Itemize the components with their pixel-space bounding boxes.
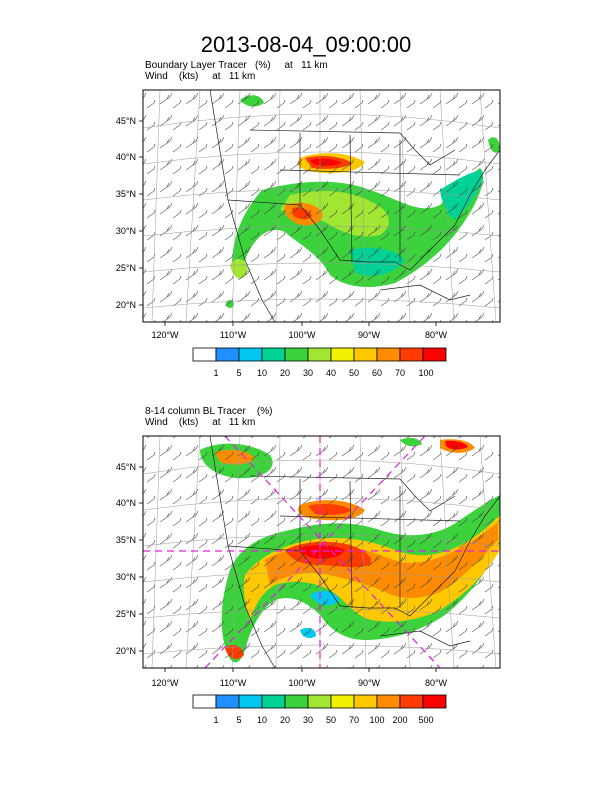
colorbar-2 [192,694,447,709]
panel-1-title-line2: Wind (kts) at 11 km [145,71,256,82]
lat-label: 40°N [116,152,136,162]
map-panel-1: 45°N 40°N 35°N 30°N 25°N 20°N 120°W 110°… [116,89,501,340]
lon-label: 80°W [425,678,448,688]
colorbar-swatch [284,347,309,362]
graticule-2 [143,436,500,668]
panel-1-title: Boundary Layer Tracer (%) at 11 km Wind … [145,60,328,82]
colorbar-swatch [422,347,447,362]
colorbar-swatch [215,347,240,362]
colorbar-swatch [376,694,401,709]
lon-label: 120°W [151,330,179,340]
colorbar-label: 10 [257,715,267,725]
lat-label: 35°N [116,535,136,545]
colorbar-swatch [330,347,355,362]
lat-label: 25°N [116,263,136,273]
lon-label: 120°W [151,678,179,688]
colorbar-swatch [261,694,286,709]
panel-2-title: 8-14 column BL Tracer (%) Wind (kts) at … [145,406,272,428]
colorbar-label: 5 [236,368,241,378]
colorbar-swatch [307,347,332,362]
colorbar-label: 20 [280,368,290,378]
colorbar-swatch [192,694,217,709]
colorbar-label: 5 [236,715,241,725]
lat-label: 30°N [116,226,136,236]
lon-label: 100°W [288,330,316,340]
colorbar-label: 70 [349,715,359,725]
coastlines-2 [209,436,500,668]
panel-2-title-line2: Wind (kts) at 11 km [145,417,256,428]
colorbar-label: 200 [392,715,407,725]
graticule-1 [143,90,500,322]
colorbar-label: 70 [395,368,405,378]
colorbar-label: 40 [326,368,336,378]
colorbar-label: 30 [303,368,313,378]
wind-barbs-2 [143,436,500,668]
colorbar-label: 50 [326,715,336,725]
colorbar-swatch [238,347,263,362]
colorbar-swatch [399,694,424,709]
colorbar-label: 500 [418,715,433,725]
main-title: 2013-08-04_09:00:00 [200,32,412,57]
colorbar-label: 20 [280,715,290,725]
lon-label: 90°W [358,678,381,688]
colorbar-label: 30 [303,715,313,725]
colorbar-label: 60 [372,368,382,378]
lat-label: 30°N [116,572,136,582]
lon-label: 80°W [425,330,448,340]
map-panel-2: 45°N 40°N 35°N 30°N 25°N 20°N 120°W 110°… [116,435,501,688]
lat-label: 20°N [116,300,136,310]
cross-section-lines [143,436,500,668]
map-1-frame [142,89,501,323]
colorbar-swatch [353,694,378,709]
colorbar-swatch [284,694,309,709]
colorbar-label: 100 [418,368,433,378]
colorbar-1 [192,347,447,362]
lat-label: 45°N [116,462,136,472]
colorbar-label: 50 [349,368,359,378]
wind-barbs-1 [143,90,500,322]
colorbar-label: 10 [257,368,267,378]
colorbar-label: 1 [213,715,218,725]
lon-label: 110°W [220,678,247,688]
colorbar-swatch [192,347,217,362]
colorbar-label: 100 [369,715,384,725]
lon-label: 90°W [358,330,381,340]
lat-label: 35°N [116,189,136,199]
colorbar-swatch [261,347,286,362]
panel-2-title-line1: 8-14 column BL Tracer (%) [145,406,273,417]
colorbar-1-labels: 1 5 10 20 30 40 50 60 70 100 [213,368,433,378]
colorbar-swatch [307,694,332,709]
colorbar-label: 1 [213,368,218,378]
colorbar-swatch [422,694,447,709]
lon-label: 100°W [288,678,316,688]
lat-label: 40°N [116,498,136,508]
colorbar-swatch [353,347,378,362]
lon-label: 110°W [220,330,247,340]
lat-label: 20°N [116,646,136,656]
colorbar-swatch [215,694,240,709]
colorbar-swatch [376,347,401,362]
colorbar-swatch [399,347,424,362]
coastlines-1 [209,90,500,322]
panel-1-title-line1: Boundary Layer Tracer (%) at 11 km [145,60,328,71]
lat-label: 25°N [116,609,136,619]
map-2-frame [142,435,501,669]
colorbar-2-labels: 1 5 10 20 30 50 70 100 200 500 [213,715,433,725]
lat-label: 45°N [116,116,136,126]
colorbar-swatch [238,694,263,709]
colorbar-swatch [330,694,355,709]
